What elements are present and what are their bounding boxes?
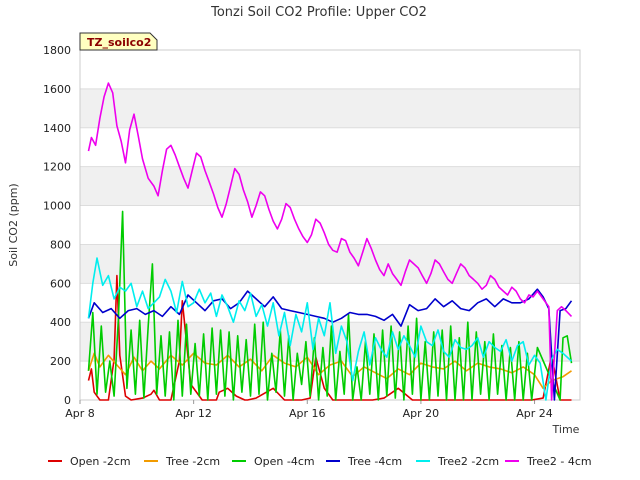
- series-line-open-2cm: [87, 274, 572, 401]
- y-tick-label: 800: [50, 238, 71, 251]
- y-tick-label: 1600: [43, 83, 71, 96]
- x-axis-label: Time: [552, 423, 580, 436]
- plot-band: [80, 166, 580, 206]
- y-tick-label: 200: [50, 355, 71, 368]
- x-axis: Apr 8 Apr 12 Apr 16 Apr 20 Apr 24: [65, 400, 553, 420]
- series-line-open-4cm: [87, 210, 573, 401]
- legend-label: Tree2 -2cm: [437, 455, 499, 468]
- y-axis: 0 200 400 600 800 1000 1200 1400 1600 1800: [43, 44, 71, 407]
- y-axis-label: Soil CO2 (ppm): [7, 183, 20, 266]
- legend-item: Tree2 -2cm: [416, 455, 499, 468]
- plot-band: [80, 50, 580, 89]
- legend-item: Tree -2cm: [144, 455, 220, 468]
- y-tick-label: 0: [64, 394, 71, 407]
- series-line-tree-4cm: [87, 288, 573, 401]
- x-tick-label: Apr 8: [65, 407, 95, 420]
- series-lines: [87, 82, 573, 401]
- y-tick-label: 1200: [43, 161, 71, 174]
- badge-label: TZ_soilco2: [87, 36, 151, 49]
- x-tick-label: Apr 20: [403, 407, 440, 420]
- legend-label: Tree -2cm: [165, 455, 220, 468]
- x-tick-label: Apr 24: [516, 407, 553, 420]
- plot-band: [80, 205, 580, 245]
- legend-label: Tree -4cm: [347, 455, 402, 468]
- plot-band: [80, 244, 580, 284]
- plot-bands: [80, 50, 580, 400]
- y-tick-label: 1800: [43, 44, 71, 57]
- plot-band: [80, 127, 580, 167]
- series-badge: TZ_soilco2: [79, 32, 158, 51]
- chart-title: Tonzi Soil CO2 Profile: Upper CO2: [210, 5, 427, 20]
- legend-item: Tree -4cm: [326, 455, 402, 468]
- y-tick-label: 400: [50, 316, 71, 329]
- plot-band: [80, 88, 580, 128]
- series-line-tree-2cm: [87, 352, 572, 390]
- legend-item: Tree2 - 4cm: [505, 455, 592, 468]
- series-line-tree2-2cm: [87, 257, 573, 401]
- y-tick-label: 1000: [43, 200, 71, 213]
- y-tick-label: 600: [50, 277, 71, 290]
- series-line-tree2-4cm: [87, 82, 573, 401]
- x-tick-label: Apr 12: [175, 407, 212, 420]
- legend-item: Open -2cm: [48, 455, 131, 468]
- legend-label: Open -2cm: [70, 455, 131, 468]
- badge-box: [79, 32, 158, 51]
- plot-frame: [79, 49, 581, 401]
- legend: Open -2cm Tree -2cm Open -4cm Tree -4cm Tree…: [48, 455, 592, 468]
- x-tick-label: Apr 16: [289, 407, 326, 420]
- legend-item: Open -4cm: [232, 455, 315, 468]
- legend-label: Open -4cm: [254, 455, 315, 468]
- legend-label: Tree2 - 4cm: [526, 455, 592, 468]
- y-tick-label: 1400: [43, 122, 71, 135]
